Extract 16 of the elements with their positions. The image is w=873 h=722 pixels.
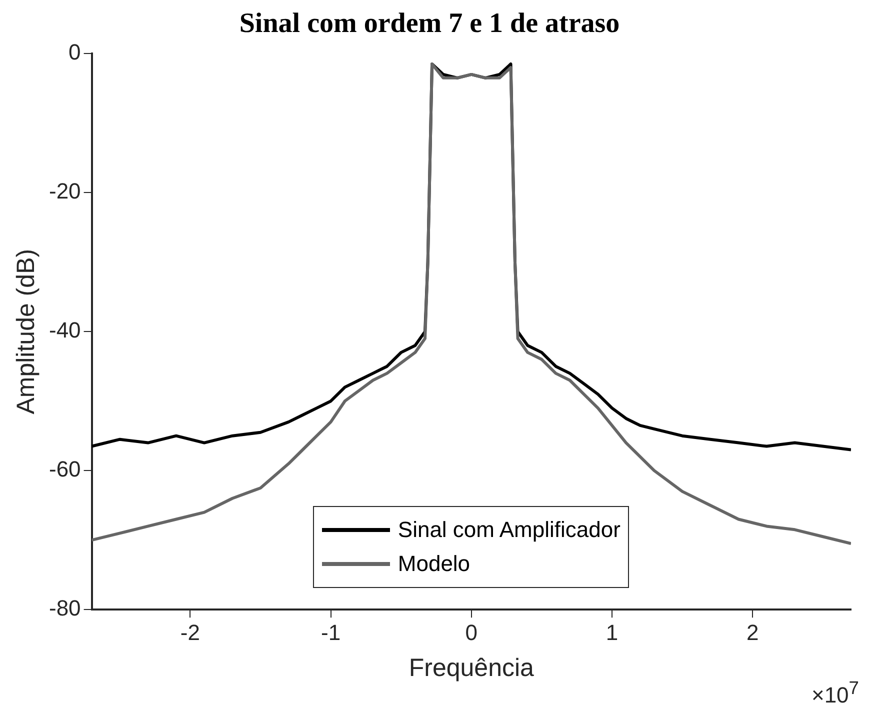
x-tick-label: -1 [321,620,341,645]
x-tick-label: 1 [606,620,618,645]
y-axis-title: Amplitude (dB) [12,248,40,414]
chart-title: Sinal com ordem 7 e 1 de atraso [239,8,620,40]
y-tick-label: -80 [49,596,81,621]
x-axis-title: Frequência [408,654,534,682]
y-tick-label: -40 [49,318,81,343]
y-tick-label: -20 [49,178,81,204]
legend-label: Sinal com Amplificador [398,516,620,544]
x-tick-label: -2 [180,620,200,645]
x-tick-label: 0 [465,620,478,645]
legend-label: Modelo [398,550,470,578]
text: ×10$^{7}$ [811,676,859,708]
x-tick-label: 2 [746,620,759,645]
y-tick-label: -60 [49,456,81,482]
y-tick-label: 0 [68,40,81,65]
